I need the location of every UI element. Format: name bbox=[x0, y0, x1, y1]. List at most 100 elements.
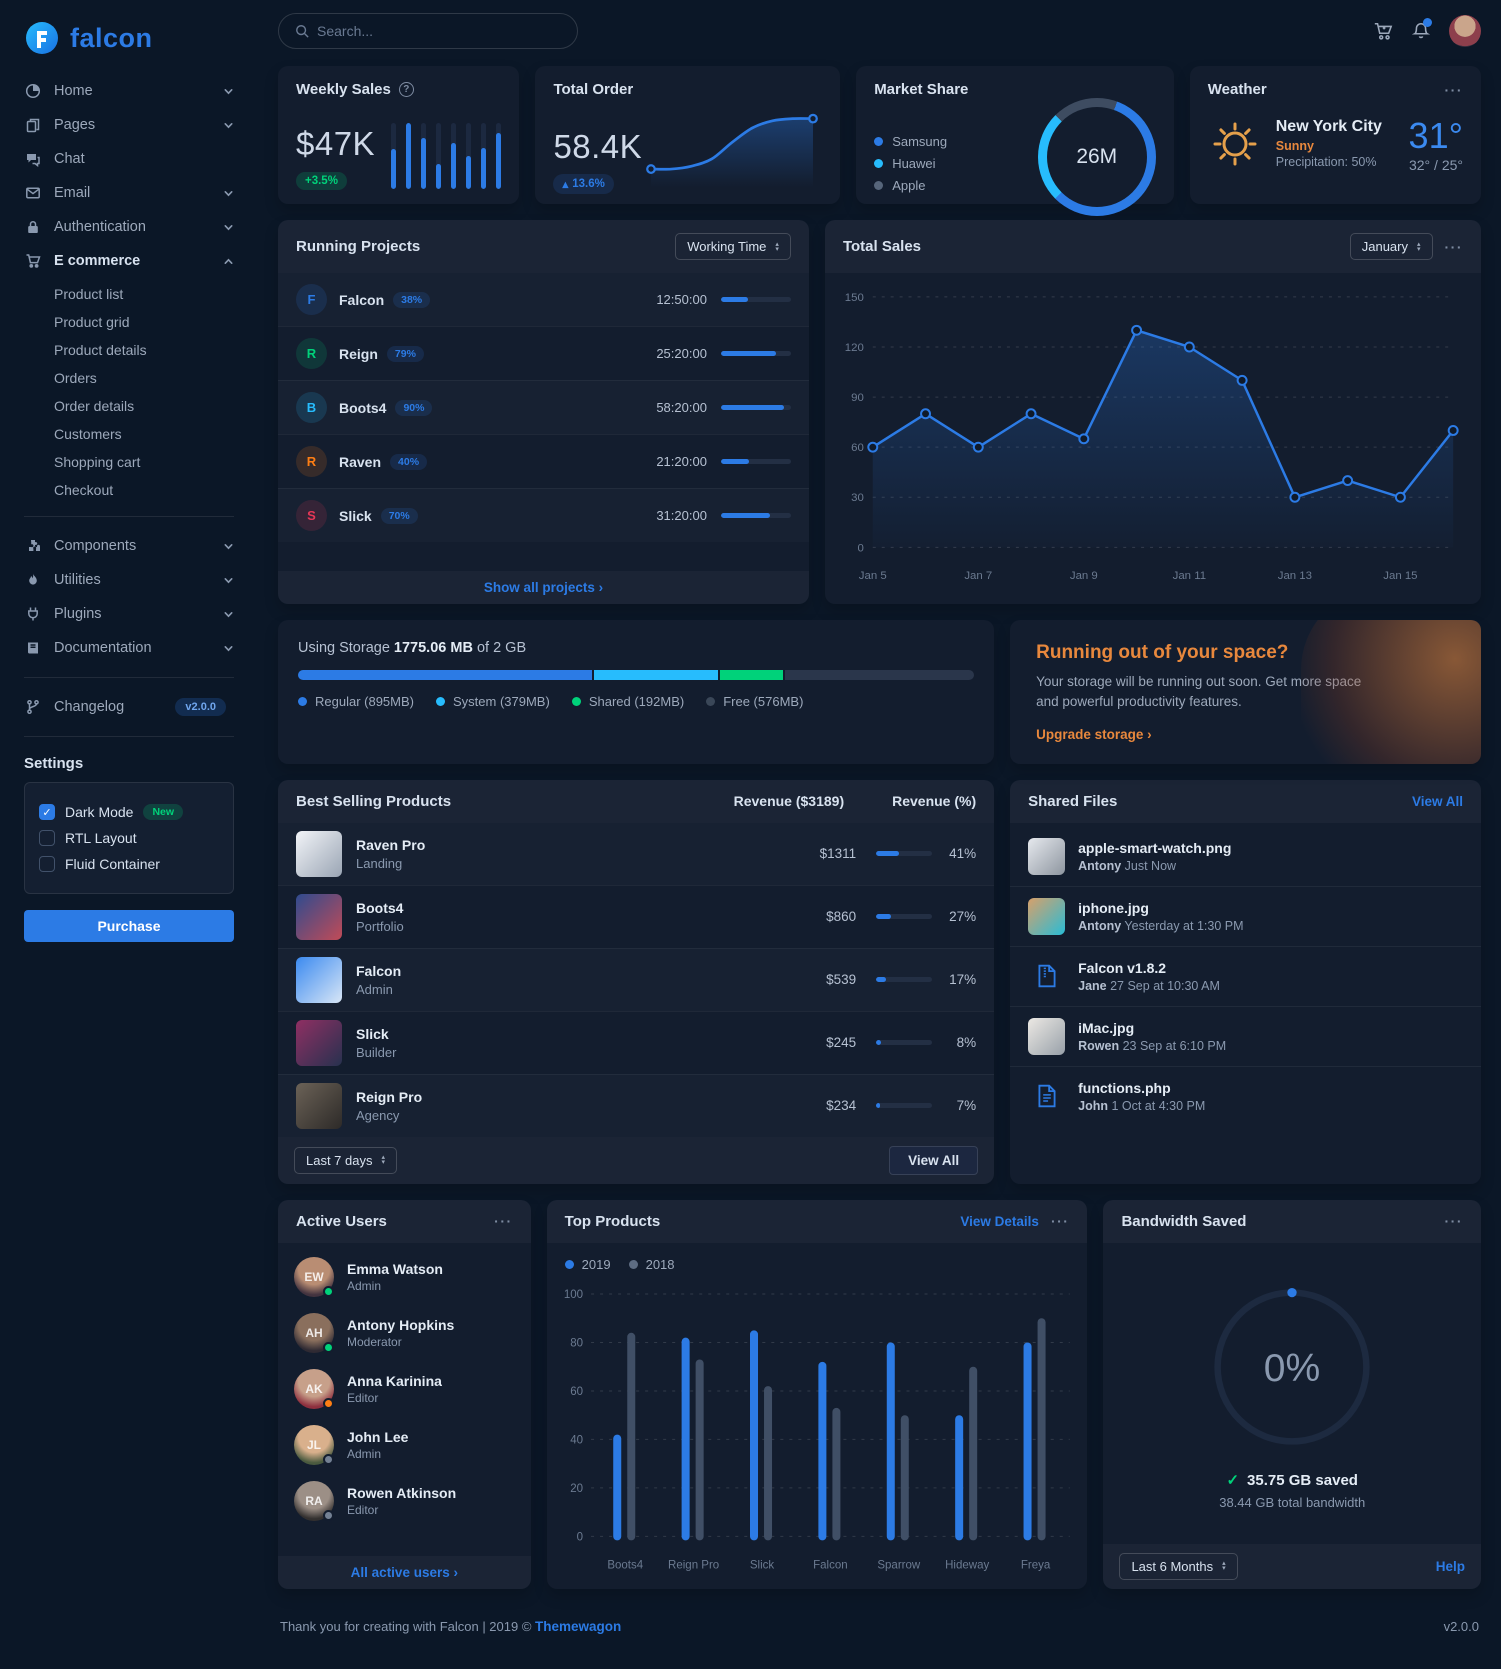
cart-icon[interactable] bbox=[1373, 21, 1393, 41]
user-avatar[interactable]: JL bbox=[294, 1424, 334, 1465]
code-branch-icon bbox=[24, 698, 42, 716]
total-order-change-badge: ▴ 13.6% bbox=[553, 174, 614, 194]
working-time-select[interactable]: Working Time ▴ ▾ bbox=[675, 233, 791, 260]
setting-rtl-layout[interactable]: RTL Layout bbox=[39, 825, 219, 851]
shared-files-view-all-link[interactable]: View All bbox=[1411, 793, 1463, 809]
svg-text:Jan 13: Jan 13 bbox=[1278, 570, 1312, 582]
all-active-users-link[interactable]: All active users › bbox=[350, 1564, 458, 1580]
sidebar-item-components[interactable]: Components bbox=[24, 529, 250, 563]
sidebar-item-pages[interactable]: Pages bbox=[24, 108, 250, 142]
file-name[interactable]: apple-smart-watch.png bbox=[1078, 839, 1232, 856]
sidebar-subitem-product-grid[interactable]: Product grid bbox=[54, 314, 130, 330]
project-name[interactable]: Reign bbox=[339, 345, 378, 362]
search-input[interactable] bbox=[317, 23, 561, 39]
upgrade-storage-link[interactable]: Upgrade storage › bbox=[1036, 726, 1152, 742]
file-name[interactable]: functions.php bbox=[1078, 1079, 1171, 1096]
legend-item-2019[interactable]: 2019 bbox=[564, 1257, 611, 1272]
question-circle-icon[interactable]: ? bbox=[398, 82, 414, 97]
user-avatar[interactable]: AK bbox=[294, 1368, 334, 1409]
sidebar-subitem-checkout[interactable]: Checkout bbox=[54, 482, 114, 498]
setting-dark-mode[interactable]: ✓ Dark Mode New bbox=[39, 799, 219, 825]
sidebar-item-changelog[interactable]: Changelog v2.0.0 bbox=[24, 690, 250, 724]
sidebar-item-home[interactable]: Home bbox=[24, 74, 250, 108]
product-name[interactable]: Slick bbox=[356, 1025, 389, 1042]
sidebar-item-chat[interactable]: Chat bbox=[24, 142, 250, 176]
user-avatar[interactable]: EW bbox=[294, 1256, 334, 1297]
file-row-apple-smart-watch-png[interactable]: apple-smart-watch.png Antony Just Now bbox=[1010, 827, 1481, 886]
user-name[interactable]: Anna Karinina bbox=[347, 1372, 442, 1389]
file-row-imac-jpg[interactable]: iMac.jpg Rowen 23 Sep at 6:10 PM bbox=[1010, 1005, 1481, 1066]
select-arrows-icon: ▴ ▾ bbox=[381, 1154, 386, 1167]
svg-text:80: 80 bbox=[570, 1337, 583, 1349]
user-avatar[interactable] bbox=[1449, 15, 1481, 47]
project-name[interactable]: Slick bbox=[339, 507, 372, 524]
active-users-list: EW Emma Watson Admin AH Antony Hopkins Modera… bbox=[278, 1243, 531, 1556]
storage-segment-free bbox=[785, 670, 975, 681]
file-row-falcon-v1-8-2[interactable]: Falcon v1.8.2 Jane 27 Sep at 10:30 AM bbox=[1010, 945, 1481, 1006]
falcon-logo[interactable]: falcon bbox=[0, 14, 258, 74]
revenue-column-header: Revenue ($3189) bbox=[733, 793, 845, 810]
themewagon-link[interactable]: Themewagon bbox=[535, 1618, 622, 1634]
sidebar-item-authentication[interactable]: Authentication bbox=[24, 210, 250, 244]
project-name[interactable]: Falcon bbox=[339, 291, 385, 308]
sidebar-item-email[interactable]: Email bbox=[24, 176, 250, 210]
project-name[interactable]: Boots4 bbox=[339, 399, 387, 416]
total-sales-menu-icon[interactable]: ··· bbox=[1444, 238, 1463, 255]
sidebar-item-plugins[interactable]: Plugins bbox=[24, 597, 250, 631]
sidebar-subitem-order-details[interactable]: Order details bbox=[54, 398, 135, 414]
sidebar-subitem-shopping-cart[interactable]: Shopping cart bbox=[54, 454, 141, 470]
sidebar-item-documentation[interactable]: Documentation bbox=[24, 631, 250, 665]
file-name[interactable]: Falcon v1.8.2 bbox=[1078, 959, 1167, 976]
storage-legend: Regular (895MB) System (379MB) Shared (192… bbox=[298, 694, 974, 709]
product-name[interactable]: Raven Pro bbox=[356, 836, 426, 853]
sidebar-subitem-product-list[interactable]: Product list bbox=[54, 286, 124, 302]
checkbox-rtl-layout[interactable] bbox=[39, 830, 55, 846]
project-percent-badge: 90% bbox=[395, 399, 433, 416]
notifications-bell-icon[interactable] bbox=[1411, 18, 1432, 41]
active-users-menu-icon[interactable]: ··· bbox=[494, 1213, 513, 1230]
chart-pie-icon bbox=[24, 82, 42, 100]
view-details-link[interactable]: View Details bbox=[960, 1213, 1039, 1229]
setting-fluid-container[interactable]: Fluid Container bbox=[39, 851, 219, 877]
sidebar-item-utilities[interactable]: Utilities bbox=[24, 563, 250, 597]
top-products-menu-icon[interactable]: ··· bbox=[1050, 1213, 1070, 1230]
user-avatar[interactable]: AH bbox=[294, 1312, 334, 1353]
product-name[interactable]: Falcon bbox=[356, 962, 402, 979]
user-avatar[interactable]: RA bbox=[294, 1480, 334, 1521]
show-all-projects-link[interactable]: Show all projects › bbox=[483, 580, 604, 596]
project-name[interactable]: Raven bbox=[339, 453, 382, 470]
bandwidth-menu-icon[interactable]: ··· bbox=[1444, 1213, 1463, 1230]
search-box[interactable] bbox=[278, 13, 578, 49]
running-projects-list: F Falcon 38% 12:50:00 R Reign 79% 25:20:00 B Boot… bbox=[278, 273, 809, 571]
purchase-button[interactable]: Purchase bbox=[24, 910, 234, 942]
months-select[interactable]: Last 6 Months ▴ ▾ bbox=[1119, 1552, 1238, 1580]
view-all-button[interactable]: View All bbox=[889, 1145, 979, 1175]
checkbox-dark-mode[interactable]: ✓ bbox=[39, 804, 55, 820]
file-name[interactable]: iphone.jpg bbox=[1078, 899, 1149, 916]
user-name[interactable]: Antony Hopkins bbox=[347, 1316, 455, 1333]
days-select[interactable]: Last 7 days ▴ ▾ bbox=[294, 1146, 398, 1174]
product-name[interactable]: Reign Pro bbox=[356, 1088, 423, 1105]
help-link[interactable]: Help bbox=[1435, 1558, 1465, 1574]
sidebar-subitem-orders[interactable]: Orders bbox=[54, 370, 97, 386]
sidebar-item-e-commerce[interactable]: E commerce bbox=[24, 244, 250, 278]
user-name[interactable]: Emma Watson bbox=[347, 1260, 443, 1277]
svg-text:Sparrow: Sparrow bbox=[877, 1559, 921, 1571]
month-select[interactable]: January ▴ ▾ bbox=[1349, 233, 1433, 260]
user-name[interactable]: Rowen Atkinson bbox=[347, 1484, 457, 1501]
status-dot bbox=[323, 1397, 334, 1409]
sidebar-subitem-customers[interactable]: Customers bbox=[54, 426, 122, 442]
weather-card: Weather ··· New York City Sunny Precipit… bbox=[1189, 66, 1481, 204]
legend-item-2018[interactable]: 2018 bbox=[628, 1257, 675, 1272]
file-name[interactable]: iMac.jpg bbox=[1078, 1019, 1135, 1036]
plug-icon bbox=[24, 605, 42, 623]
revenue-percent-column-header: Revenue (%) bbox=[892, 793, 977, 810]
weather-menu-icon[interactable]: ··· bbox=[1444, 81, 1463, 98]
file-row-functions-php[interactable]: functions.php John 1 Oct at 4:30 PM bbox=[1010, 1065, 1481, 1126]
svg-text:Jan 7: Jan 7 bbox=[964, 570, 992, 582]
checkbox-fluid-container[interactable] bbox=[39, 856, 55, 872]
product-name[interactable]: Boots4 bbox=[356, 899, 404, 916]
user-name[interactable]: John Lee bbox=[347, 1428, 409, 1445]
sidebar-subitem-product-details[interactable]: Product details bbox=[54, 342, 147, 358]
file-row-iphone-jpg[interactable]: iphone.jpg Antony Yesterday at 1:30 PM bbox=[1010, 885, 1481, 946]
